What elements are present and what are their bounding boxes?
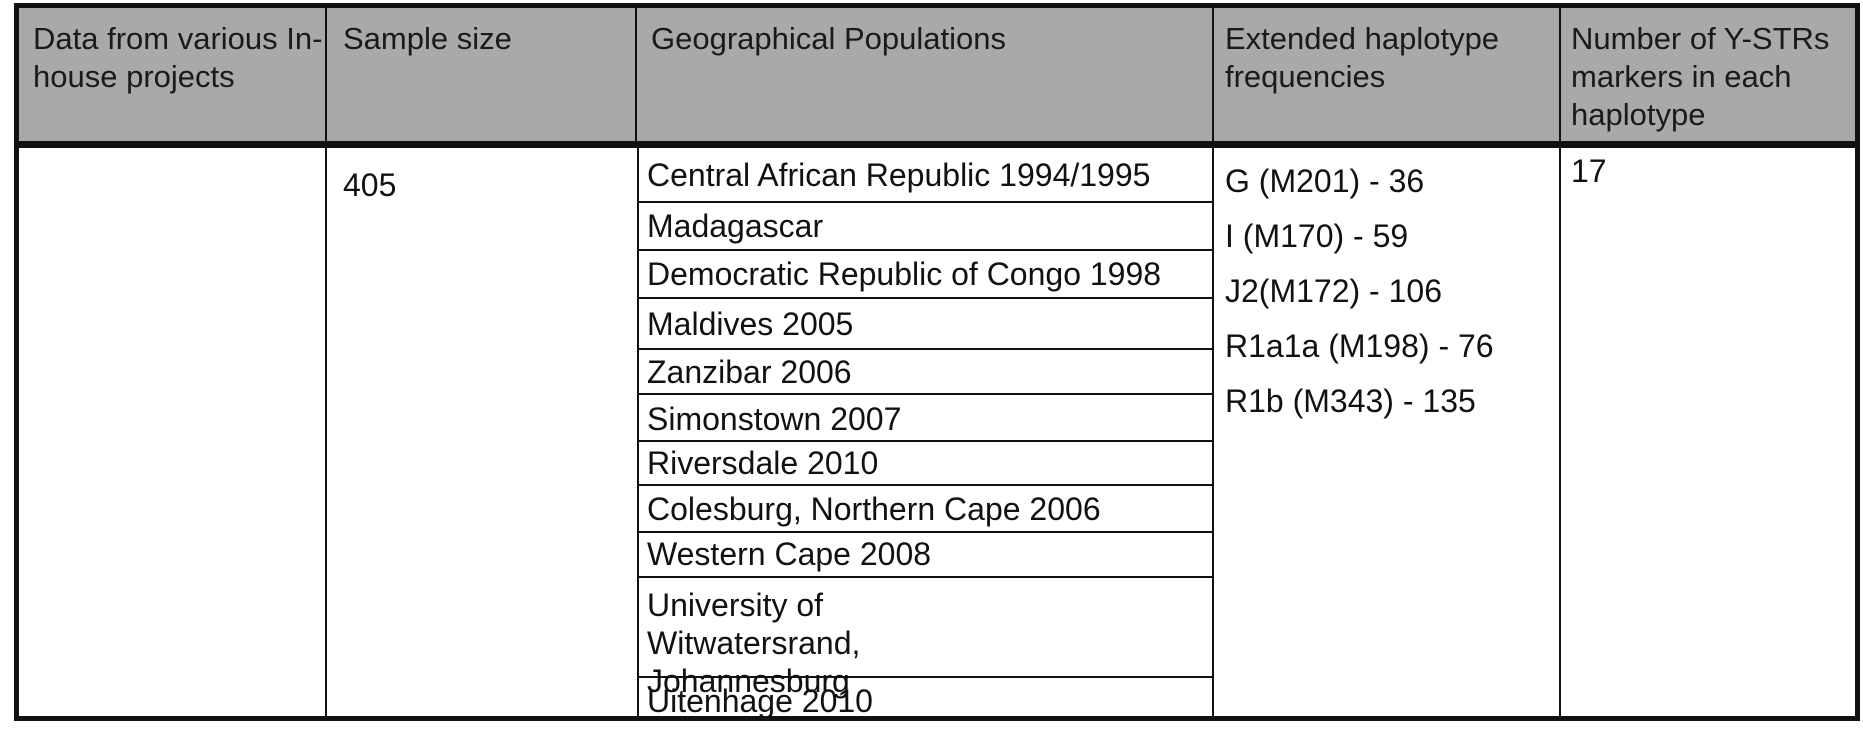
data-table: Data from various In-house projects Samp… [14, 3, 1860, 721]
haplotype-frequency-item: I (M170) - 59 [1225, 218, 1409, 254]
table-header-row: Data from various In-house projects Samp… [19, 8, 1855, 148]
population-item: University of Witwatersrand, Johannesbur… [639, 578, 1212, 699]
population-item: Central African Republic 1994/1995 [639, 148, 1212, 203]
column-divider [1559, 8, 1561, 716]
haplotype-frequency-item: R1a1a (M198) - 76 [1225, 328, 1494, 364]
population-item: Colesburg, Northern Cape 2006 [639, 486, 1212, 533]
marker-count-cell: 17 [1571, 153, 1607, 189]
population-item: Democratic Republic of Congo 1998 [639, 251, 1212, 299]
haplotype-frequency-list: G (M201) - 36 I (M170) - 59 J2(M172) - 1… [1225, 162, 1565, 437]
population-item: Uitenhage 2010 [647, 683, 873, 719]
population-item: Maldives 2005 [639, 299, 1212, 350]
column-divider [325, 8, 327, 716]
header-geographical-populations: Geographical Populations [651, 21, 1007, 56]
column-divider [635, 8, 637, 148]
haplotype-frequency-item: J2(M172) - 106 [1225, 273, 1442, 309]
haplotype-frequency-item: G (M201) - 36 [1225, 163, 1425, 199]
header-sample-size: Sample size [343, 21, 512, 56]
population-item: Riversdale 2010 [639, 442, 1212, 486]
column-divider [1212, 8, 1214, 148]
population-item: Western Cape 2008 [639, 533, 1212, 578]
header-haplotype-frequencies: Extended haplotype frequencies [1225, 21, 1500, 94]
population-list: Central African Republic 1994/1995 Madag… [637, 148, 1214, 719]
population-item: Madagascar [639, 203, 1212, 251]
header-projects: Data from various In-house projects [33, 21, 323, 94]
population-item: Zanzibar 2006 [639, 350, 1212, 395]
haplotype-frequency-item: R1b (M343) - 135 [1225, 383, 1476, 419]
table-body-row: 405 Central African Republic 1994/1995 M… [19, 148, 1855, 719]
sample-size-cell: 405 [343, 167, 397, 203]
header-marker-count: Number of Y-STRs markers in each haploty… [1571, 21, 1830, 132]
population-item: Simonstown 2007 [639, 395, 1212, 442]
